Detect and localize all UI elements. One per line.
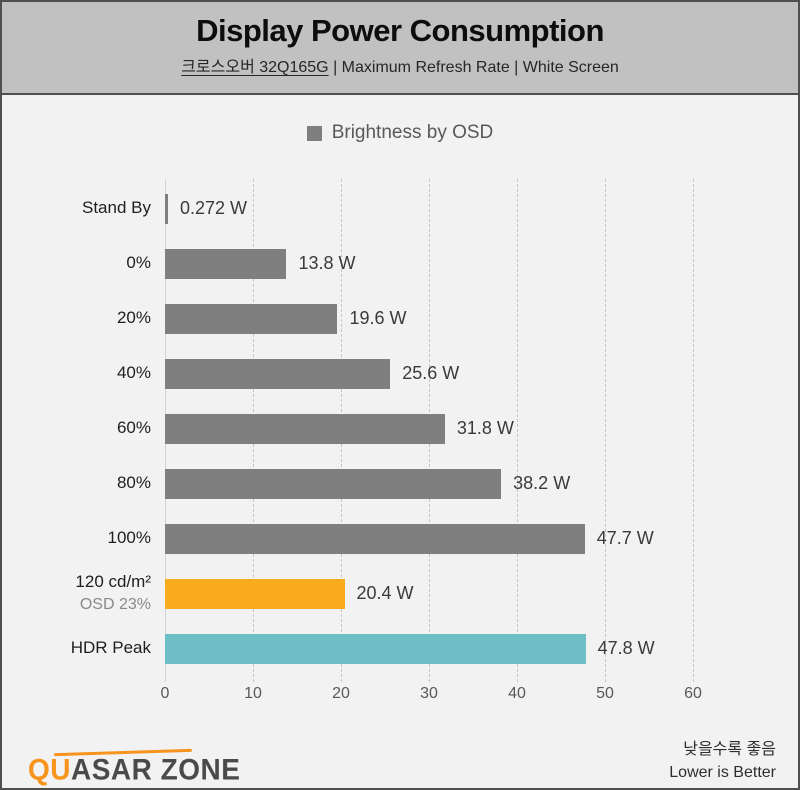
category-label-main: HDR Peak — [70, 638, 151, 658]
value-label: 0.272 W — [180, 198, 248, 218]
chart-row: 40% 25.6 W — [2, 346, 798, 401]
value-label: 13.8 W — [298, 253, 356, 273]
bar — [165, 468, 502, 499]
value-label: 47.7 W — [596, 528, 654, 548]
logo-text-dark: ASAR ZONE — [71, 753, 241, 787]
category-label: HDR Peak — [2, 637, 165, 660]
value-label: 31.8 W — [456, 418, 514, 438]
category-label-main: 60% — [116, 418, 151, 438]
category-label: 120 cd/m² OSD 23% — [2, 571, 165, 616]
category-label-main: 100% — [107, 528, 151, 548]
bar — [165, 358, 391, 389]
category-label: 100% — [2, 527, 165, 550]
x-tick-label: 20 — [332, 685, 350, 702]
value-label: 19.6 W — [349, 308, 407, 328]
page-title: Display Power Consumption — [196, 13, 604, 48]
note-korean: 낮을수록 좋음 — [683, 741, 776, 758]
category-label: 80% — [2, 472, 165, 495]
category-label: 20% — [2, 307, 165, 330]
chart-row: Stand By 0.272 W — [2, 181, 798, 236]
x-tick-label: 0 — [160, 685, 170, 702]
chart-row: 60% 31.8 W — [2, 401, 798, 456]
x-tick-label: 50 — [596, 685, 614, 702]
bar — [165, 523, 585, 554]
value-label: 20.4 W — [356, 583, 414, 603]
chart-legend: Brightness by OSD — [2, 121, 798, 145]
category-label: Stand By — [2, 197, 165, 220]
bar-chart: Stand By 0.272 W 0% 13.8 W 20% 19.6 W 40% 25.6 … — [2, 179, 798, 706]
note-english: Lower is Better — [669, 764, 776, 782]
quasar-zone-logo: QUASAR ZONE — [28, 748, 241, 787]
x-tick-label: 60 — [684, 685, 702, 702]
chart-header: Display Power Consumption 크로스오버 32Q165G … — [2, 2, 798, 95]
category-label-main: 20% — [116, 308, 151, 328]
chart-row: 120 cd/m² OSD 23% 20.4 W — [2, 566, 798, 621]
category-label-main: Stand By — [82, 198, 151, 218]
subtitle-conditions: | Maximum Refresh Rate | White Screen — [328, 58, 619, 76]
monitor-model-label: 크로스오버 32Q165G — [181, 58, 329, 76]
logo-text-orange: QU — [28, 753, 71, 787]
category-label-main: 120 cd/m² — [75, 572, 151, 592]
category-label-main: 80% — [116, 473, 151, 493]
bar — [165, 413, 445, 444]
chart-footer: QUASAR ZONE 낮을수록 좋음 Lower is Better — [2, 738, 798, 787]
bar — [165, 633, 586, 664]
category-label-main: 0% — [126, 253, 151, 273]
legend-label: Brightness by OSD — [331, 122, 494, 143]
chart-rows: Stand By 0.272 W 0% 13.8 W 20% 19.6 W 40% 25.6 … — [2, 181, 798, 676]
category-label: 0% — [2, 252, 165, 275]
chart-row: 100% 47.7 W — [2, 511, 798, 566]
logo-text: QUASAR ZONE — [28, 753, 241, 787]
x-tick-label: 40 — [508, 685, 526, 702]
chart-row: 0% 13.8 W — [2, 236, 798, 291]
value-label: 38.2 W — [513, 473, 571, 493]
x-tick-label: 10 — [244, 685, 262, 702]
bar — [165, 248, 287, 279]
chart-row: HDR Peak 47.8 W — [2, 621, 798, 676]
bar — [165, 578, 345, 609]
value-label: 47.8 W — [597, 638, 655, 658]
chart-row: 20% 19.6 W — [2, 291, 798, 346]
x-axis: 0 10 20 30 40 50 60 — [2, 676, 798, 706]
category-label-main: 40% — [116, 363, 151, 383]
bar — [165, 193, 168, 224]
x-tick-label: 30 — [420, 685, 438, 702]
legend-swatch-icon — [306, 125, 322, 141]
bar — [165, 303, 338, 334]
lower-is-better-note: 낮을수록 좋음 Lower is Better — [669, 738, 776, 784]
chart-row: 80% 38.2 W — [2, 456, 798, 511]
value-label: 25.6 W — [402, 363, 460, 383]
category-label: 40% — [2, 362, 165, 385]
category-sublabel: OSD 23% — [79, 596, 151, 614]
category-label: 60% — [2, 417, 165, 440]
page-subtitle: 크로스오버 32Q165G | Maximum Refresh Rate | W… — [2, 53, 798, 77]
